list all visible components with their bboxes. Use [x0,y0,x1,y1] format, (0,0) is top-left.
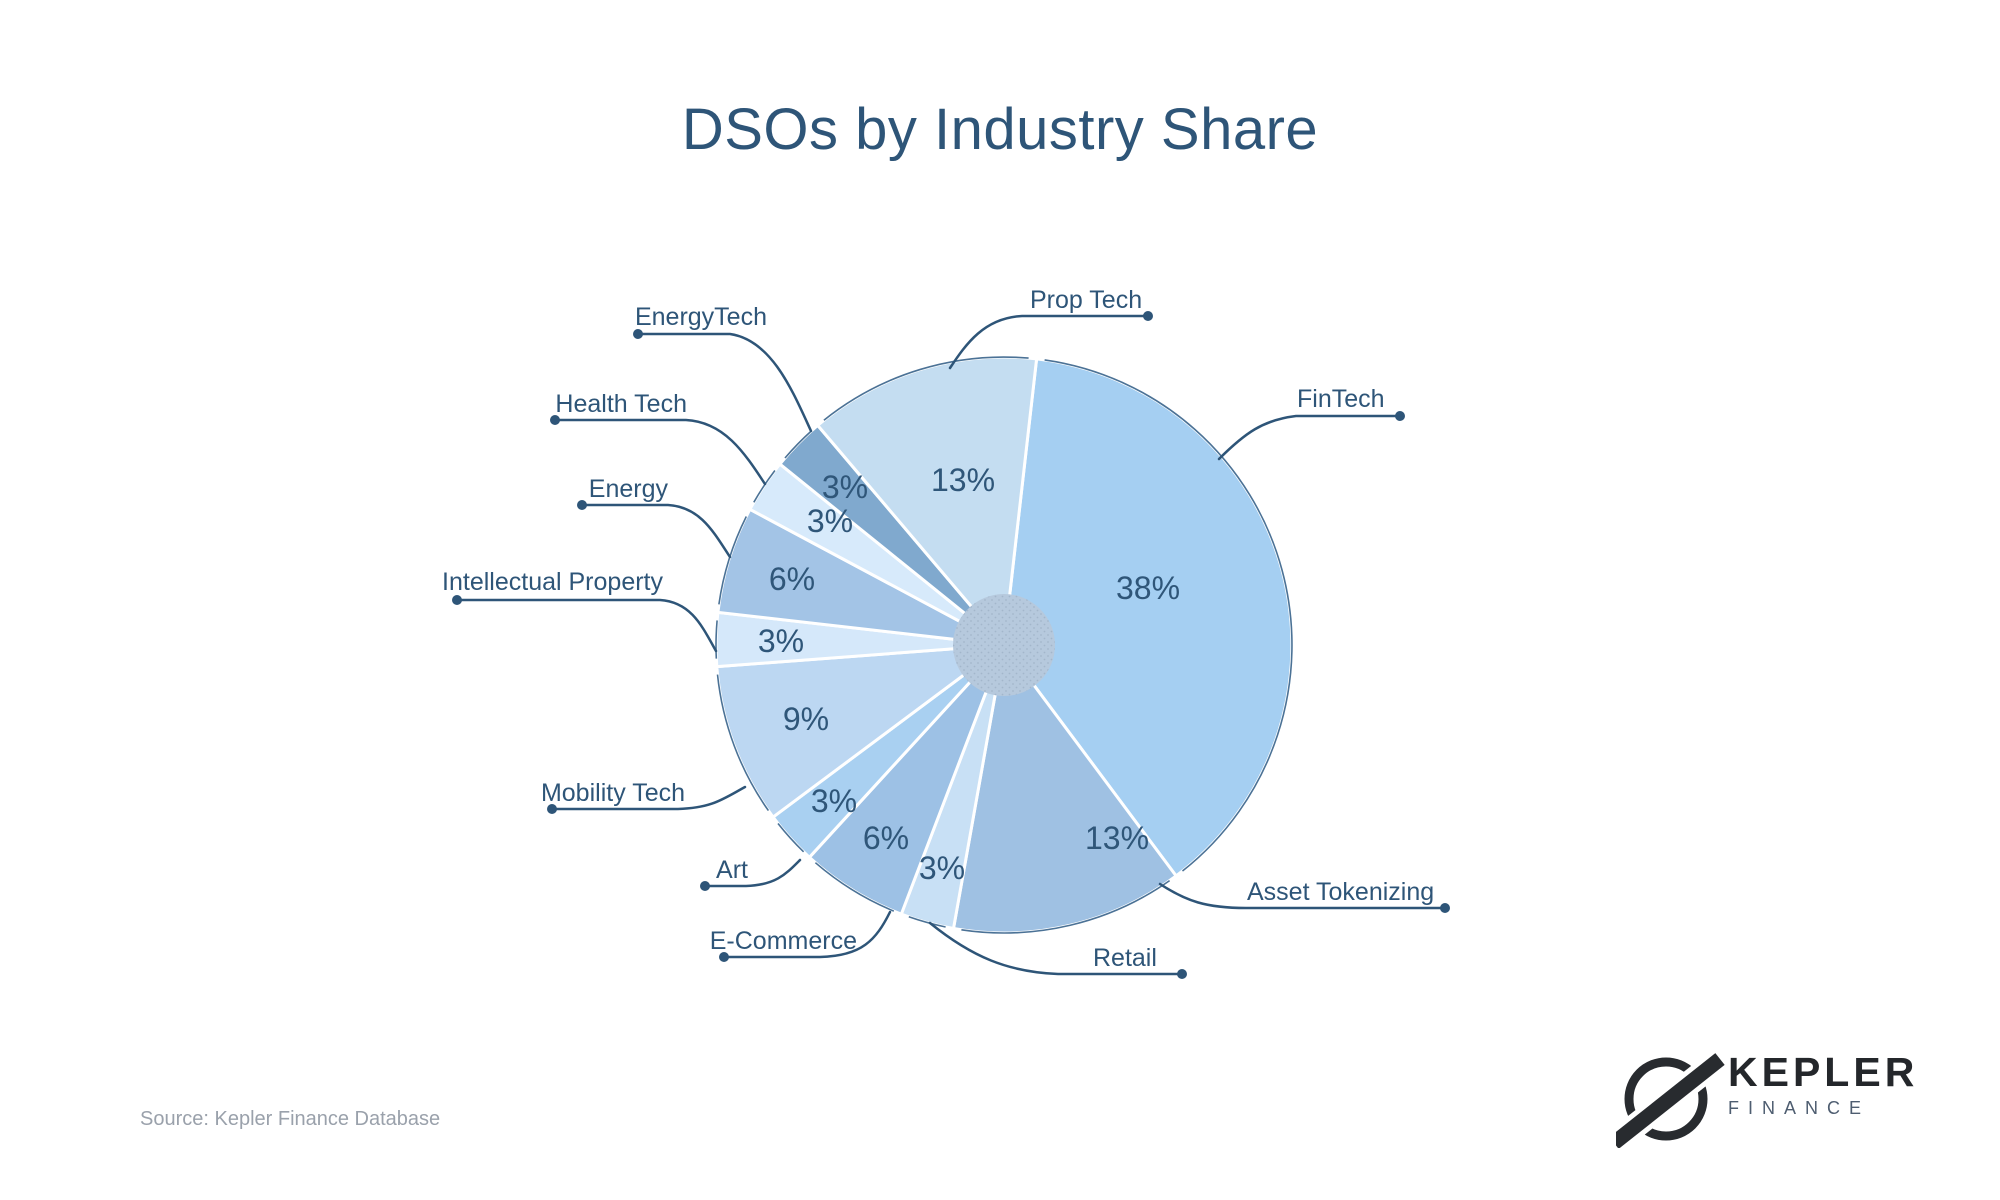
pie-rim-retail [908,916,946,928]
pie-rim-health-tech [753,470,776,503]
kepler-logo-mark-icon [1606,1049,1728,1153]
slice-percent-asset-tokenizing: 13% [1085,820,1149,856]
pie-rim-energy [718,516,748,605]
slice-percent-intellectual-property: 3% [758,623,804,659]
leader-line-art [703,858,802,888]
leader-line-energytech [636,332,813,433]
leader-line-health-tech [553,418,767,486]
slice-percent-e-commerce: 6% [863,820,909,856]
leader-dot-intellectual-property [452,595,462,605]
leader-dot-prop-tech [1143,311,1153,321]
slice-label-prop-tech: Prop Tech [1030,286,1142,314]
slice-percent-energytech: 3% [822,469,868,505]
slice-percent-art: 3% [811,783,857,819]
slice-percent-retail: 3% [919,850,965,886]
slice-percent-energy: 6% [769,561,815,597]
slice-percent-health-tech: 3% [807,503,853,539]
leader-dot-asset-tokenizing [1440,903,1450,913]
leader-dot-e-commerce [719,952,729,962]
leader-dot-fintech [1395,411,1405,421]
leader-dot-retail [1177,969,1187,979]
pie-rim-intellectual-property [715,620,718,659]
slice-label-e-commerce: E-Commerce [710,927,857,955]
slice-label-mobility-tech: Mobility Tech [541,779,685,807]
page-title: DSOs by Industry Share [681,97,1319,162]
slice-label-energytech: EnergyTech [635,303,767,331]
kepler-finance-logo: KEPLER FINANCE [1606,1048,1936,1153]
slice-label-intellectual-property: Intellectual Property [442,568,663,596]
slice-percent-prop-tech: 13% [931,462,995,498]
pie-rim-e-commerce [814,862,895,912]
leader-dot-energy [577,500,587,510]
slice-label-energy: Energy [589,475,669,503]
source-note: Source: Kepler Finance Database [140,1108,441,1130]
leader-line-energy [580,503,732,559]
leader-dot-health-tech [550,415,560,425]
slice-label-fintech: FinTech [1297,385,1385,413]
logo-name: KEPLER [1728,1049,1919,1095]
leader-line-e-commerce [722,910,892,959]
leader-line-retail [928,921,1184,976]
leader-dot-art [700,881,710,891]
leader-line-fintech [1217,414,1402,461]
pie-rim-prop-tech [823,356,1029,421]
logo-subtitle: FINANCE [1728,1098,1871,1118]
leader-line-asset-tokenizing [1158,882,1447,910]
leader-line-intellectual-property [455,598,718,653]
slice-label-art: Art [716,856,748,884]
slice-label-retail: Retail [1093,944,1157,972]
pie-center-hub-texture [953,594,1055,696]
slice-percent-fintech: 38% [1116,570,1180,606]
leader-line-mobility-tech [550,785,747,811]
leader-dot-energytech [633,329,643,339]
pie-rim-mobility-tech [716,674,770,812]
pie-rim-art [777,823,805,853]
pie-rim-fintech [1044,359,1293,872]
leader-dot-mobility-tech [547,804,557,814]
slice-label-asset-tokenizing: Asset Tokenizing [1247,878,1434,906]
leader-line-prop-tech [948,314,1150,370]
slice-label-health-tech: Health Tech [555,390,687,418]
pie-rim-asset-tokenizing [961,879,1171,934]
slice-percent-mobility-tech: 9% [783,701,829,737]
